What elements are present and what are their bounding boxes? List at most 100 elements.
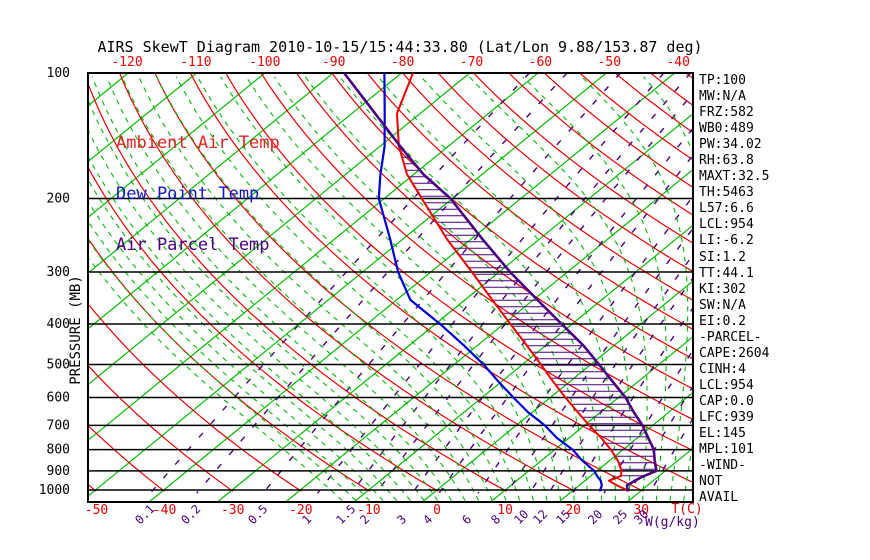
dry-adiabat-line — [402, 73, 693, 301]
stat-line: LI:-6.2 — [699, 233, 754, 249]
top-temp-label: -40 — [666, 55, 689, 70]
dry-adiabat-line — [366, 73, 693, 330]
mixing-ratio-label: 1.5 — [333, 502, 358, 527]
stat-line: RH:63.8 — [699, 153, 754, 169]
dry-adiabat-line — [579, 73, 693, 161]
dry-adiabat-line — [473, 73, 693, 244]
moist-adiabat-line — [88, 98, 439, 501]
pressure-tick-label: 900 — [47, 464, 70, 479]
moist-adiabat-line — [175, 76, 521, 501]
isotherm-line — [88, 73, 266, 219]
bottom-temp-label: -10 — [357, 503, 380, 518]
stat-line: WB0:489 — [699, 121, 754, 137]
stat-line: EI:0.2 — [699, 313, 746, 329]
ambient-temp-curve — [396, 72, 629, 492]
dry-adiabat-line — [331, 73, 693, 360]
isotherm-line — [88, 73, 129, 107]
moist-adiabat-line — [121, 76, 480, 501]
plot-border — [87, 72, 694, 503]
dry-adiabat-line — [88, 81, 507, 492]
stat-line: FRZ:582 — [699, 105, 754, 121]
stat-line: SW:N/A — [699, 297, 746, 313]
stat-line: -WIND- — [699, 458, 746, 474]
stat-line: TP:100 — [699, 73, 746, 88]
top-temp-label: -120 — [111, 55, 142, 70]
dry-adiabat-line — [88, 364, 234, 492]
temp-axis-title: T(C) — [671, 502, 702, 517]
top-temp-label: -60 — [529, 55, 552, 70]
stat-line: CINH:4 — [699, 361, 746, 377]
moist-adiabat-line — [138, 76, 493, 501]
bottom-temp-label: -40 — [153, 503, 176, 518]
pressure-tick-label: 700 — [47, 418, 70, 433]
isotherm-line — [285, 168, 693, 502]
moist-adiabat-line — [88, 128, 425, 501]
isotherm-line — [217, 112, 693, 502]
isotherm-line — [88, 73, 471, 386]
mixing-ratio-label: 10 — [511, 507, 531, 527]
stat-line: MAXT:32.5 — [699, 169, 770, 185]
isotherm-line — [490, 336, 693, 502]
moist-adiabat-line — [197, 76, 534, 501]
stat-line: NOT — [699, 474, 723, 490]
dry-adiabat-line — [118, 73, 576, 492]
moist-adiabat-line — [88, 178, 398, 501]
isotherm-line — [88, 73, 334, 274]
legend: Ambient Air Temp Dew Point Temp Air Parc… — [116, 101, 280, 288]
mixing-ratio-label: 0.2 — [178, 502, 203, 527]
mixing-ratio-line — [529, 253, 693, 494]
pressure-axis-title: PRESSURE (MB) — [68, 275, 84, 385]
dry-adiabat-line — [296, 73, 693, 390]
isotherm-line — [148, 73, 676, 502]
legend-ambient-air-temp: Ambient Air Temp — [116, 133, 280, 153]
bottom-temp-label: 0 — [433, 503, 441, 518]
top-temp-label: -50 — [598, 55, 621, 70]
top-temp-label: -70 — [460, 55, 483, 70]
stat-line: CAP:0.0 — [699, 393, 754, 409]
mixing-ratio-line — [350, 73, 692, 494]
dry-adiabat-line — [437, 73, 693, 273]
moist-adiabat-line — [106, 76, 466, 501]
dew-point-curve — [377, 72, 603, 492]
moist-adiabat-line — [245, 76, 562, 501]
stat-line: SI:1.2 — [699, 249, 746, 265]
stat-line: AVAIL — [699, 490, 739, 506]
mixing-ratio-axis-title: W(g/kg) — [645, 515, 700, 530]
pressure-tick-label: 800 — [47, 443, 70, 458]
stat-line: MPL:101 — [699, 442, 754, 458]
stat-line: LCL:954 — [699, 377, 754, 393]
dry-adiabat-line — [543, 73, 693, 189]
stat-line: LFC:939 — [699, 409, 754, 425]
stat-line: LCL:954 — [699, 217, 754, 233]
isotherm-line — [421, 280, 693, 502]
moist-adiabat-line — [88, 238, 357, 501]
moist-adiabat-line — [91, 76, 452, 501]
stats-panel: TP:100 MW:N/A FRZ:582 WB0:489 PW:34.02 RH:63.… — [699, 73, 869, 506]
mixing-ratio-label: 0.5 — [245, 502, 270, 527]
mixing-ratio-line — [196, 73, 568, 494]
mixing-ratio-line — [506, 227, 693, 494]
dry-adiabat-line — [154, 73, 644, 492]
moist-adiabat-line — [88, 256, 343, 502]
pressure-tick-label: 500 — [47, 357, 70, 372]
bottom-temp-label: -20 — [289, 503, 312, 518]
moist-adiabat-line — [88, 200, 384, 501]
mixing-ratio-line — [149, 73, 530, 494]
mixing-ratio-line — [317, 73, 665, 494]
top-temp-label: -80 — [391, 55, 414, 70]
top-temp-label: -100 — [249, 55, 280, 70]
air-parcel-curve — [343, 72, 658, 492]
moist-adiabat-line — [522, 76, 667, 501]
mixing-ratio-label: 6 — [459, 512, 474, 527]
dry-adiabat-line — [260, 73, 693, 421]
mixing-ratio-label: 12 — [530, 507, 550, 527]
stat-line: L57:6.6 — [699, 201, 754, 217]
dry-adiabat-line — [189, 73, 693, 484]
legend-dew-point-temp: Dew Point Temp — [116, 184, 260, 204]
pressure-tick-label: 600 — [47, 390, 70, 405]
pressure-tick-label: 100 — [47, 66, 70, 81]
stat-line: KI:302 — [699, 281, 746, 297]
moist-adiabat-line — [581, 76, 689, 501]
moist-adiabat-line — [88, 220, 370, 501]
